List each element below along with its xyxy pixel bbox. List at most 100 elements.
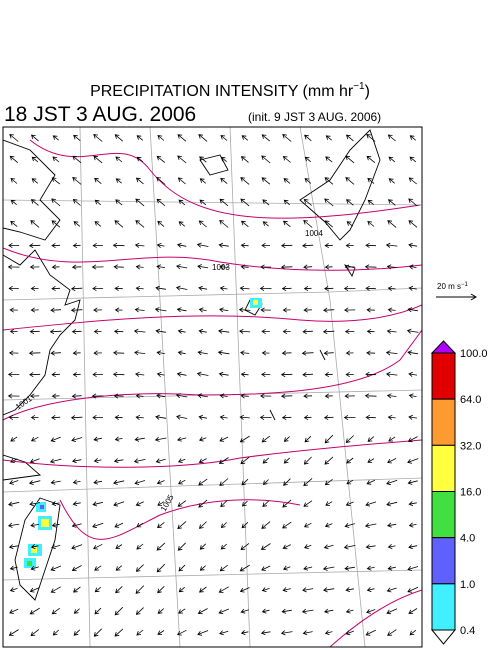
wind-arrow bbox=[72, 350, 81, 356]
wind-arrow bbox=[304, 134, 312, 142]
wind-arrow bbox=[386, 501, 398, 507]
map bbox=[3, 127, 422, 647]
wind-arrow bbox=[261, 371, 271, 378]
wind-arrow bbox=[280, 243, 293, 249]
wind-arrow bbox=[51, 522, 60, 528]
wind-arrow bbox=[136, 629, 144, 636]
wind-arrow bbox=[72, 479, 81, 485]
wind-arrow bbox=[135, 501, 144, 507]
wind-arrow bbox=[199, 199, 207, 206]
wind-arrow bbox=[197, 264, 209, 270]
wind-arrow bbox=[7, 393, 20, 399]
wind-arrow bbox=[283, 220, 291, 228]
wind-arrow bbox=[91, 393, 104, 399]
wind-arrow bbox=[29, 264, 40, 270]
wind-arrow bbox=[134, 242, 145, 248]
wind-arrow bbox=[282, 134, 292, 142]
wind-arrow bbox=[324, 630, 333, 635]
wind-arrow bbox=[366, 134, 376, 142]
wind-arrow bbox=[303, 456, 312, 465]
wind-arrow bbox=[387, 458, 397, 464]
wind-arrow bbox=[31, 178, 39, 184]
wind-arrow bbox=[407, 566, 419, 571]
wind-arrow bbox=[157, 586, 165, 594]
wind-arrow bbox=[10, 178, 18, 184]
wind-arrow bbox=[113, 350, 125, 356]
wind-arrow bbox=[30, 522, 40, 528]
wind-arrow bbox=[219, 564, 228, 572]
wind-arrow bbox=[261, 435, 271, 443]
wind-arrow bbox=[302, 630, 313, 636]
wind-arrow bbox=[199, 586, 207, 593]
wind-arrow bbox=[8, 414, 19, 421]
wind-arrow bbox=[408, 544, 418, 550]
isobar-label: 1003 bbox=[212, 263, 230, 272]
wind-arrow bbox=[51, 544, 61, 550]
wind-arrow bbox=[9, 565, 18, 571]
wind-arrow bbox=[408, 264, 417, 270]
wind-arrow bbox=[114, 606, 124, 616]
wind-arrow bbox=[408, 393, 417, 399]
wind-arrow bbox=[344, 523, 355, 528]
wind-arrow bbox=[51, 393, 60, 399]
wind-arrow bbox=[52, 156, 60, 163]
wind-arrow bbox=[115, 199, 123, 206]
wind-arrow bbox=[51, 177, 61, 185]
wind-arrow bbox=[92, 242, 103, 249]
wind-arrow bbox=[282, 544, 291, 550]
wind-arrow bbox=[157, 220, 165, 227]
wind-arrow bbox=[367, 436, 375, 442]
wind-arrow bbox=[408, 198, 418, 207]
wind-arrow bbox=[364, 393, 377, 399]
wind-arrow bbox=[280, 630, 293, 636]
wind-arrow bbox=[50, 479, 61, 485]
wind-arrow bbox=[30, 134, 39, 142]
wind-arrow bbox=[155, 328, 166, 334]
wind-arrow bbox=[386, 587, 397, 593]
wind-arrow bbox=[219, 630, 229, 636]
init-time: (init. 9 JST 3 AUG. 2006) bbox=[248, 110, 381, 124]
wind-arrow bbox=[114, 628, 124, 637]
wind-arrow bbox=[219, 285, 228, 292]
wind-arrow bbox=[134, 350, 146, 356]
wind-arrow bbox=[365, 242, 377, 248]
wind-arrow bbox=[344, 307, 356, 313]
wind-arrow bbox=[323, 544, 334, 550]
wind-arrow bbox=[198, 414, 207, 420]
wind-arrow bbox=[259, 285, 272, 292]
wind-arrow bbox=[303, 264, 313, 270]
wind-arrow bbox=[30, 199, 39, 206]
wind-arrow bbox=[366, 479, 376, 485]
wind-arrow bbox=[408, 371, 418, 377]
wind-arrow bbox=[365, 501, 377, 507]
wind-arrow bbox=[178, 221, 186, 227]
wind-arrow bbox=[156, 371, 165, 377]
wind-arrow bbox=[407, 350, 419, 356]
wind-arrow bbox=[156, 264, 166, 270]
wind-arrow bbox=[408, 608, 418, 614]
wind-arrow bbox=[92, 522, 104, 529]
wind-arrow bbox=[219, 198, 229, 207]
wind-arrow bbox=[324, 434, 334, 444]
wind-arrow bbox=[7, 264, 20, 270]
colorbar-bin bbox=[431, 583, 456, 631]
colorbar-label: 4.0 bbox=[460, 533, 475, 545]
wind-arrow bbox=[409, 135, 416, 141]
wind-arrow bbox=[113, 393, 124, 399]
wind-arrow bbox=[407, 307, 418, 313]
wind-arrow bbox=[385, 350, 398, 356]
wind-arrow bbox=[136, 135, 144, 141]
wind-arrow bbox=[325, 135, 332, 141]
wind-arrow bbox=[8, 285, 19, 292]
wind-arrow bbox=[178, 458, 186, 463]
wind-arrow bbox=[302, 243, 314, 249]
wind-arrow bbox=[176, 242, 187, 248]
wind-arrow bbox=[51, 285, 61, 292]
wind-arrow bbox=[135, 220, 145, 228]
wind-arrow bbox=[365, 414, 376, 420]
wind-arrow bbox=[178, 586, 185, 593]
wind-arrow bbox=[239, 587, 250, 593]
wind-arrow bbox=[220, 543, 227, 550]
wind-arrow bbox=[345, 630, 354, 636]
